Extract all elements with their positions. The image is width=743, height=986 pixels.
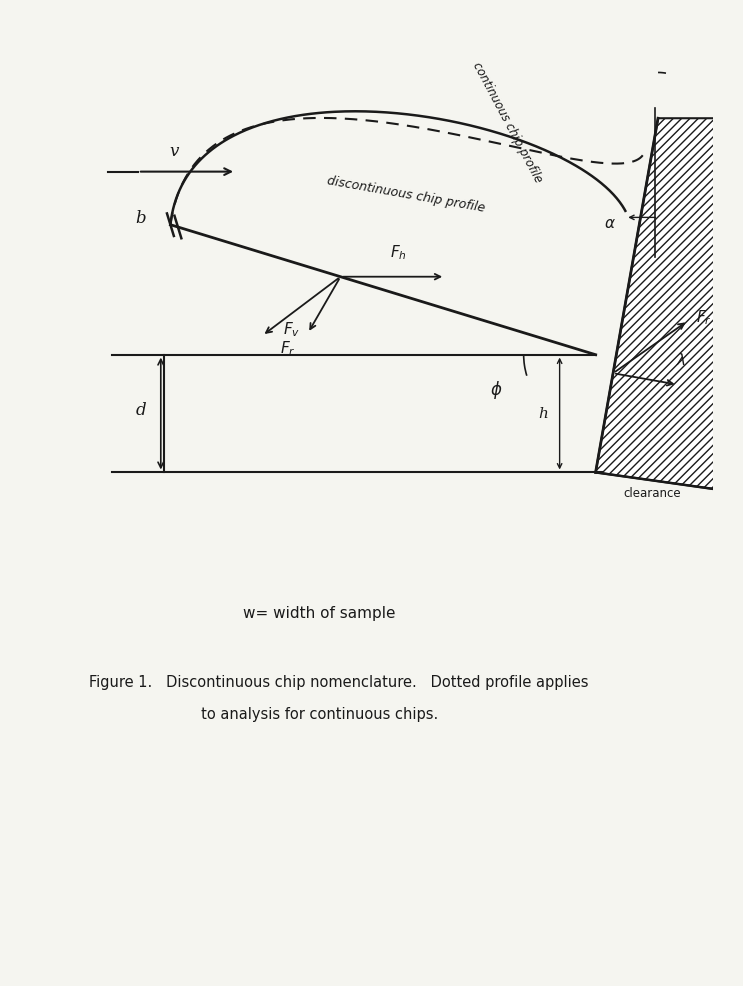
Text: $F_r$: $F_r$ — [280, 339, 296, 358]
Text: $\alpha$: $\alpha$ — [604, 217, 615, 231]
Text: v: v — [169, 143, 178, 160]
Text: Figure 1.   Discontinuous chip nomenclature.   Dotted profile applies: Figure 1. Discontinuous chip nomenclatur… — [89, 675, 588, 690]
Text: b: b — [136, 210, 146, 227]
Text: continuous chip profile: continuous chip profile — [470, 60, 545, 185]
Text: to analysis for continuous chips.: to analysis for continuous chips. — [141, 707, 438, 722]
Text: h: h — [538, 406, 548, 421]
Text: w= width of sample: w= width of sample — [243, 606, 396, 621]
Text: $\phi$: $\phi$ — [490, 380, 502, 401]
Text: discontinuous chip profile: discontinuous chip profile — [326, 175, 486, 215]
Text: $F_v$: $F_v$ — [283, 320, 300, 339]
Text: $\lambda$: $\lambda$ — [676, 352, 687, 369]
Text: d: d — [136, 401, 146, 419]
Text: clearance: clearance — [623, 487, 681, 500]
Polygon shape — [596, 118, 743, 515]
Text: $F_r$: $F_r$ — [696, 308, 712, 326]
Text: $F_h$: $F_h$ — [389, 244, 406, 262]
